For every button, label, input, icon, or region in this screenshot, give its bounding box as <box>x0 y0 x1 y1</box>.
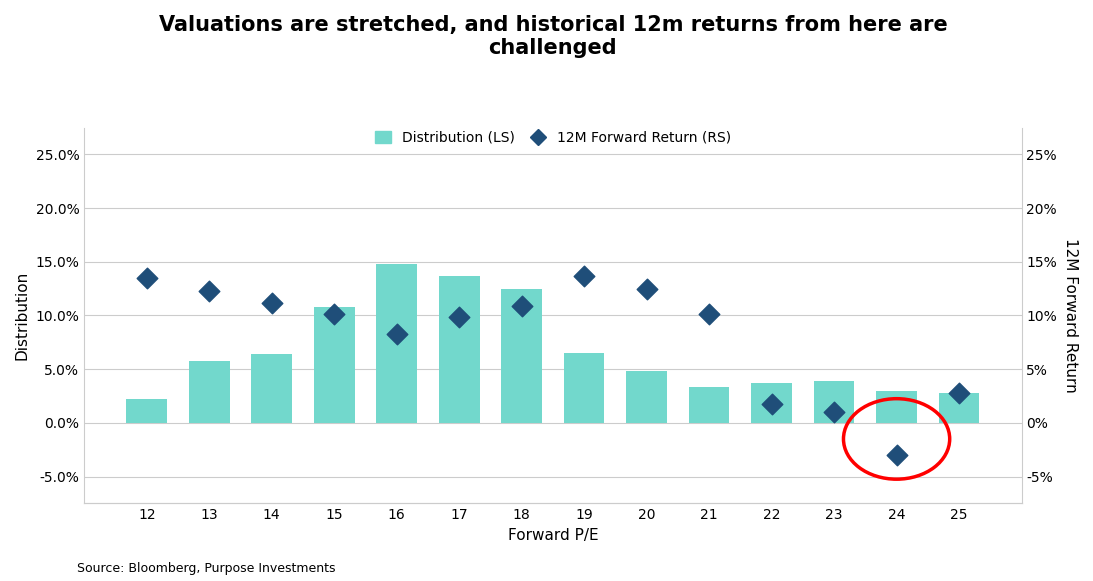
Bar <box>127 399 167 423</box>
Bar <box>314 307 354 423</box>
Point <box>388 329 406 338</box>
Point <box>825 407 843 417</box>
Bar <box>439 276 480 423</box>
Legend: Distribution (LS), 12M Forward Return (RS): Distribution (LS), 12M Forward Return (R… <box>375 131 731 145</box>
Point <box>575 271 592 281</box>
Point <box>513 301 530 310</box>
Point <box>888 450 905 460</box>
X-axis label: Forward P/E: Forward P/E <box>507 528 598 543</box>
Text: Source: Bloomberg, Purpose Investments: Source: Bloomberg, Purpose Investments <box>77 562 336 575</box>
Point <box>701 310 718 319</box>
Bar <box>626 371 667 423</box>
Bar <box>376 264 418 423</box>
Y-axis label: 12M Forward Return: 12M Forward Return <box>1063 238 1078 393</box>
Bar <box>502 289 542 423</box>
Point <box>638 284 656 293</box>
Bar <box>189 361 230 423</box>
Point <box>450 312 468 321</box>
Title: Valuations are stretched, and historical 12m returns from here are
challenged: Valuations are stretched, and historical… <box>158 15 948 58</box>
Bar <box>939 393 979 423</box>
Point <box>326 310 343 319</box>
Bar <box>251 354 292 423</box>
Point <box>263 298 281 307</box>
Point <box>950 388 967 397</box>
Point <box>138 273 155 282</box>
Bar <box>564 353 604 423</box>
Bar <box>751 383 792 423</box>
Bar <box>877 390 917 423</box>
Point <box>763 399 780 408</box>
Y-axis label: Distribution: Distribution <box>15 271 30 360</box>
Bar <box>689 388 729 423</box>
Point <box>200 286 218 296</box>
Bar <box>814 381 855 423</box>
